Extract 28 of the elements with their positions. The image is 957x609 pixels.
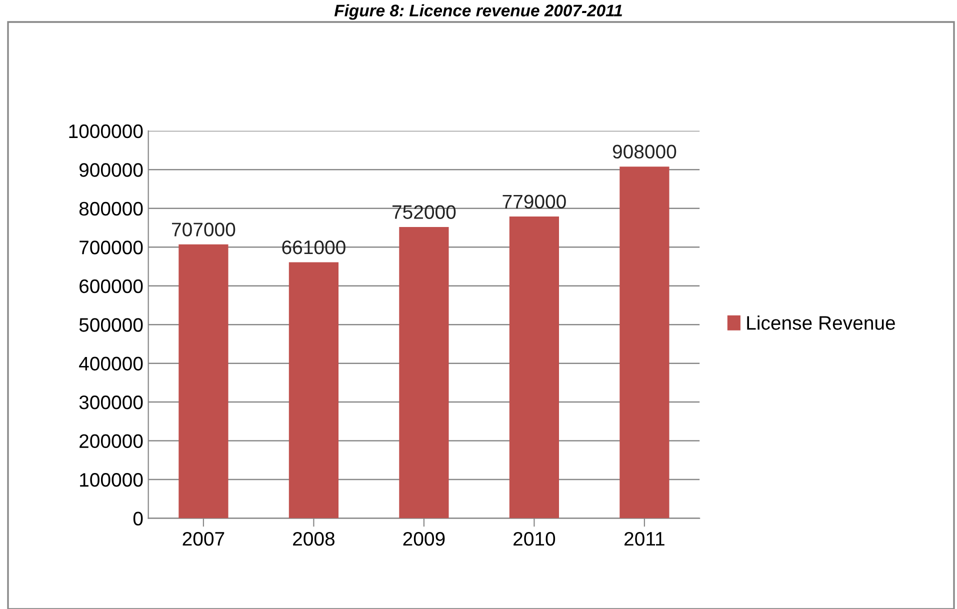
x-tick-label: 2008 <box>293 532 334 546</box>
data-label: 661000 <box>282 240 346 254</box>
y-tick-label: 200000 <box>80 434 143 448</box>
bar <box>509 216 560 518</box>
data-label: 779000 <box>502 194 566 209</box>
bar <box>620 166 670 518</box>
y-tick-label: 100000 <box>80 472 143 487</box>
data-label: 707000 <box>172 222 236 236</box>
y-tick-label: 500000 <box>79 318 143 332</box>
data-label: 908000 <box>612 144 676 159</box>
y-tick-label: 300000 <box>79 396 143 410</box>
y-tick-label: 800000 <box>79 202 143 216</box>
y-tick-label: 700000 <box>80 240 143 254</box>
chart-title: Figure 8: Licence revenue 2007-2011 <box>334 4 622 20</box>
bar <box>399 226 449 518</box>
bar <box>178 244 228 518</box>
y-tick-label: 600000 <box>80 279 143 294</box>
y-tick-label: 900000 <box>80 163 143 177</box>
y-tick-label: 400000 <box>79 356 143 371</box>
y-tick-label: 0 <box>133 512 143 526</box>
bar <box>288 262 339 518</box>
x-tick-label: 2009 <box>403 532 445 546</box>
x-tick-label: 2011 <box>624 532 664 546</box>
y-tick-label: 1000000 <box>69 124 143 138</box>
legend-label: License Revenue <box>747 316 895 330</box>
x-tick-label: 2007 <box>182 532 224 546</box>
data-label: 752000 <box>392 205 456 219</box>
x-tick-label: 2010 <box>514 532 556 546</box>
